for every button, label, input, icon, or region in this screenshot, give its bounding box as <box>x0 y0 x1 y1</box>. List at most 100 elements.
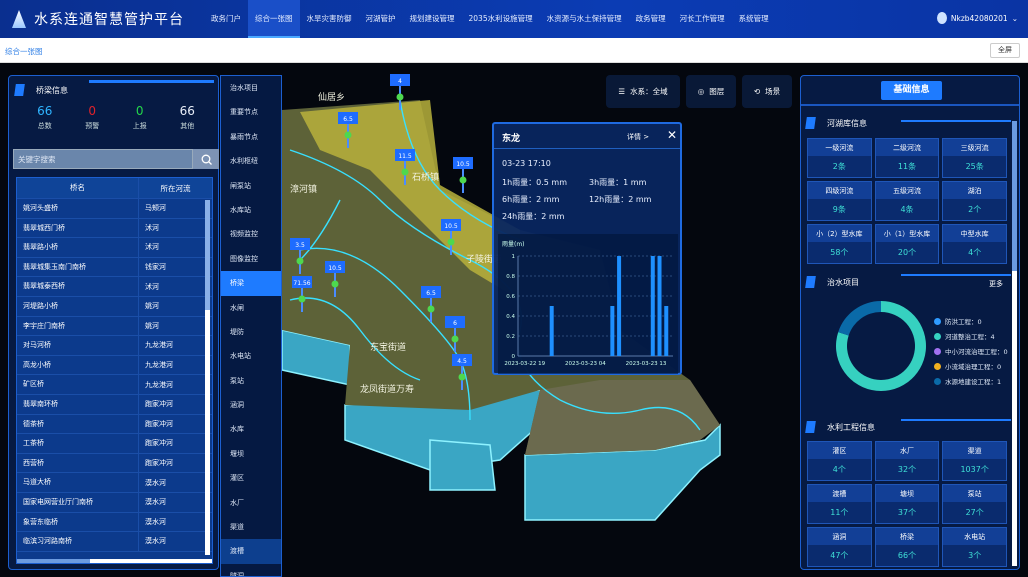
nav-tab[interactable]: 水旱灾害防御 <box>306 14 352 23</box>
layer-nav-item[interactable]: 渠道 <box>230 523 244 532</box>
stat-card[interactable]: 水电站 3个 <box>942 527 1007 567</box>
user-menu[interactable]: Nkzb42080201 ⌄ <box>936 12 1018 24</box>
table-row[interactable]: 翡翠城西门桥 沭河 <box>17 218 212 239</box>
rain-bar[interactable] <box>610 306 615 356</box>
rain-bar[interactable] <box>549 306 554 356</box>
station-marker[interactable]: 6.5 <box>338 112 358 148</box>
breadcrumb[interactable]: 综合一张图 <box>5 47 43 56</box>
stat-card[interactable]: 三级河流 25条 <box>942 138 1007 178</box>
scene-button[interactable]: ⟲ 场景 <box>742 75 792 108</box>
layer-nav-item[interactable]: 闸泵站 <box>230 181 251 190</box>
stat-card[interactable]: 桥梁 66个 <box>874 527 940 567</box>
layer-nav-item[interactable]: 堤防 <box>230 327 244 336</box>
nav-tab[interactable]: 水资源与水土保持管理 <box>546 14 622 23</box>
table-row[interactable]: 德茶桥 跑家冲河 <box>17 414 212 435</box>
table-row[interactable]: 高龙小桥 九龙港河 <box>17 355 212 376</box>
layer-nav-item[interactable]: 水库 <box>230 425 244 434</box>
panel-scrollbar[interactable] <box>1012 121 1017 566</box>
legend-item[interactable]: 防洪工程：0 <box>934 316 982 326</box>
stat-card[interactable]: 泵站 27个 <box>942 484 1007 524</box>
layer-nav-item[interactable]: 桥梁 <box>221 271 281 296</box>
layer-nav-item[interactable]: 暴雨节点 <box>230 132 258 141</box>
legend-item[interactable]: 中小河流治理工程：0 <box>934 346 1008 356</box>
stat-card[interactable]: 二级河流 11条 <box>874 138 940 178</box>
layer-nav-item[interactable]: 水闸 <box>230 303 244 312</box>
stat-card[interactable]: 四级河流 9条 <box>807 181 872 221</box>
rain-bar[interactable] <box>664 306 669 356</box>
search-button[interactable] <box>193 149 219 169</box>
legend-item[interactable]: 河道整治工程：4 <box>934 331 995 341</box>
table-row[interactable]: 临滨习河路南桥 漠水河 <box>17 532 212 552</box>
station-marker[interactable]: 6 <box>445 316 465 352</box>
fullscreen-button[interactable]: 全屏 <box>990 43 1020 58</box>
layer-nav-item[interactable]: 水利枢纽 <box>230 157 258 166</box>
legend-item[interactable]: 水源地建设工程：1 <box>934 376 1001 386</box>
search-input[interactable] <box>13 149 193 169</box>
stat-card[interactable]: 涵洞 47个 <box>807 527 872 567</box>
layer-nav-item[interactable]: 水厂 <box>230 498 244 507</box>
table-row[interactable]: 翡翠城泰西桥 沭河 <box>17 277 212 297</box>
station-marker[interactable]: 10.5 <box>441 219 461 255</box>
layer-nav-item[interactable]: 灌区 <box>230 474 244 483</box>
station-marker[interactable]: 6.5 <box>421 286 441 322</box>
table-row[interactable]: 翡翠城集玉南门南桥 钱家河 <box>17 257 212 278</box>
nav-tab[interactable]: 河长工作管理 <box>679 14 725 23</box>
station-marker[interactable]: 4.5 <box>452 354 472 390</box>
layer-nav-item[interactable]: 堰坝 <box>230 449 244 458</box>
nav-tab[interactable]: 政务管理 <box>635 14 666 23</box>
station-marker[interactable]: 11.5 <box>395 149 415 185</box>
water-system-button[interactable]: ☰ 水系：全域 <box>606 75 680 108</box>
layer-nav-item[interactable]: 水库站 <box>230 205 251 214</box>
station-marker[interactable]: 4 <box>390 74 410 110</box>
detail-link[interactable]: 详情 > <box>627 133 650 141</box>
station-marker[interactable]: 10.5 <box>453 157 473 193</box>
rain-bar[interactable] <box>657 256 662 356</box>
table-row[interactable]: 马道大桥 漠水河 <box>17 473 212 493</box>
table-row[interactable]: 西营桥 跑家冲河 <box>17 453 212 474</box>
nav-tab[interactable]: 政务门户 <box>211 14 241 23</box>
table-row[interactable]: 翡翠南环桥 跑家冲河 <box>17 394 212 415</box>
stat-card[interactable]: 一级河流 2条 <box>807 138 872 178</box>
layer-nav-item[interactable]: 水电站 <box>230 352 251 361</box>
stat-card[interactable]: 水厂 32个 <box>874 441 940 481</box>
layer-nav-item[interactable]: 图像监控 <box>230 254 258 263</box>
layers-button[interactable]: ◎ 图层 <box>686 75 736 108</box>
layer-nav-item[interactable]: 重要节点 <box>230 108 258 117</box>
layer-nav-item[interactable]: 视频监控 <box>230 230 258 239</box>
col-river[interactable]: 所在河流 <box>160 183 191 193</box>
nav-tab[interactable]: 河湖管护 <box>365 14 396 23</box>
stat-card[interactable]: 中型水库 4个 <box>942 224 1007 264</box>
table-row[interactable]: 李宇庄门南桥 姚河 <box>17 316 212 337</box>
table-row[interactable]: 象营东临桥 漠水河 <box>17 512 212 533</box>
table-row[interactable]: 对马河桥 九龙港河 <box>17 336 212 356</box>
layer-nav-item[interactable]: 涵洞 <box>230 401 244 410</box>
nav-tab[interactable]: 系统管理 <box>738 14 769 23</box>
table-row[interactable]: 工茶桥 跑家冲河 <box>17 434 212 454</box>
layer-nav-item[interactable]: 渡槽 <box>221 539 281 564</box>
donut-slice[interactable] <box>838 301 881 336</box>
table-vertical-scrollbar[interactable] <box>205 200 210 555</box>
table-horizontal-scrollbar[interactable] <box>17 559 212 563</box>
legend-item[interactable]: 小流域治理工程：0 <box>934 361 1001 371</box>
rain-bar[interactable] <box>650 256 655 356</box>
stat-card[interactable]: 小（1）型水库 20个 <box>874 224 940 264</box>
stat-card[interactable]: 渠道 1037个 <box>942 441 1007 481</box>
table-row[interactable]: 国家电网营业厅门南桥 漠水河 <box>17 492 212 513</box>
stat-card[interactable]: 灌区 4个 <box>807 441 872 481</box>
nav-tab[interactable]: 2035水利设施管理 <box>468 14 533 23</box>
stat-card[interactable]: 塘坝 37个 <box>874 484 940 524</box>
layer-nav-item[interactable]: 隧洞 <box>230 571 244 577</box>
nav-tab[interactable]: 规划建设管理 <box>409 14 455 23</box>
close-icon[interactable]: ✕ <box>667 128 678 142</box>
stat-card[interactable]: 五级河流 4条 <box>874 181 940 221</box>
table-row[interactable]: 矿区桥 九龙港河 <box>17 375 212 395</box>
stat-card[interactable]: 湖泊 2个 <box>942 181 1007 221</box>
col-bridge-name[interactable]: 桥名 <box>17 178 139 198</box>
stat-card[interactable]: 渡槽 11个 <box>807 484 872 524</box>
stat-card[interactable]: 小（2）型水库 58个 <box>807 224 872 264</box>
table-row[interactable]: 翡翠路小桥 沭河 <box>17 238 212 258</box>
table-row[interactable]: 姚河头盛桥 马颊河 <box>17 199 212 219</box>
layer-nav-item[interactable]: 泵站 <box>230 376 244 385</box>
nav-tab[interactable]: 综合一张图 <box>248 0 300 38</box>
layer-nav-item[interactable]: 治水项目 <box>230 84 258 92</box>
